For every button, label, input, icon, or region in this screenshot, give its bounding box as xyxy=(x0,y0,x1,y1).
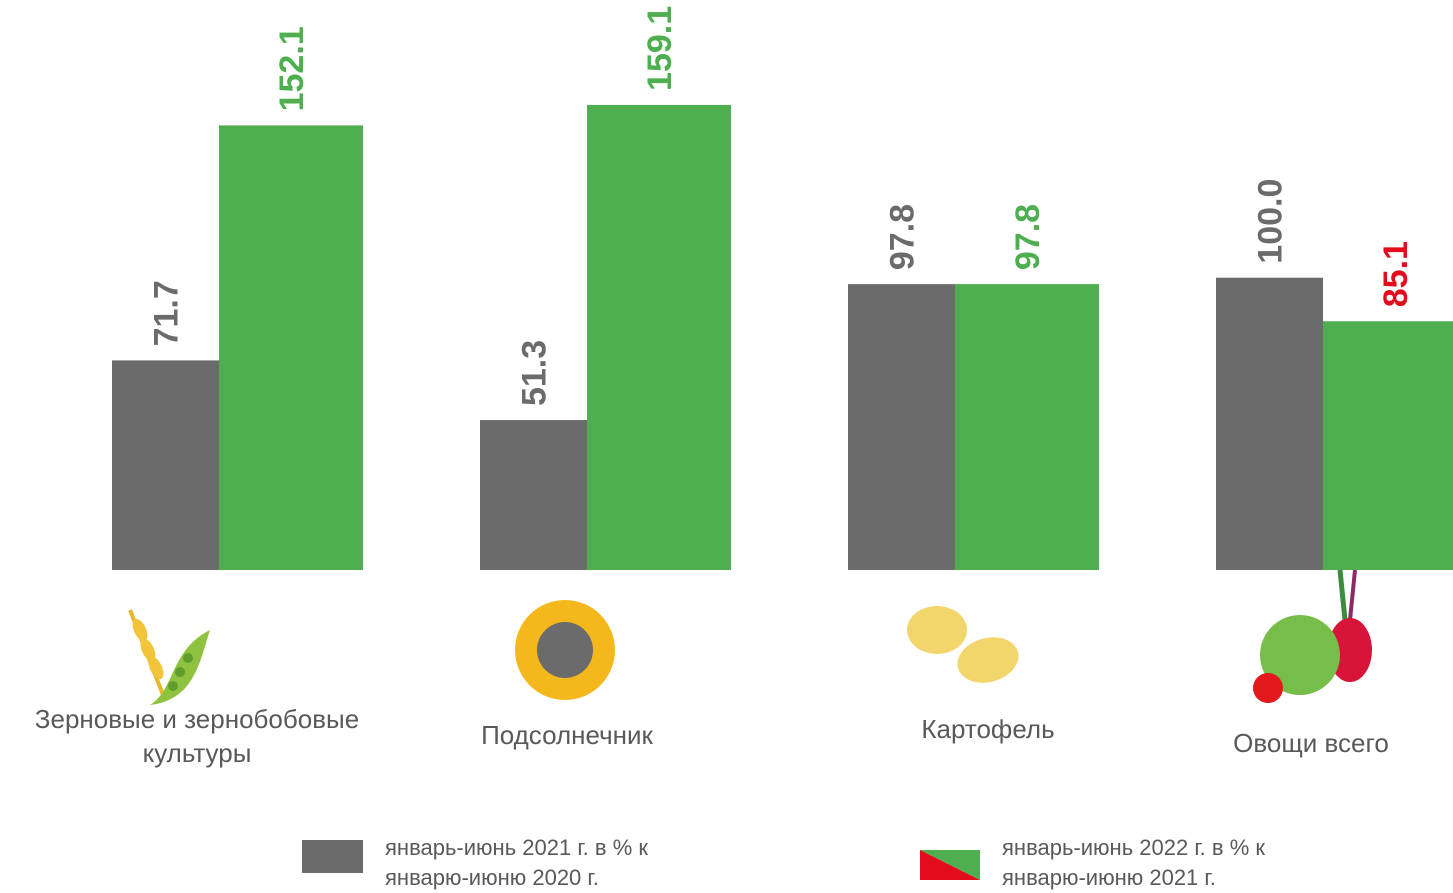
legend-swatch xyxy=(302,840,363,873)
value-label: 159.1 xyxy=(641,6,679,91)
icon-grain xyxy=(128,609,210,705)
value-label: 97.8 xyxy=(1009,204,1047,270)
icon-vegetables xyxy=(1253,569,1372,703)
bar xyxy=(219,125,363,571)
legend-label: январь-июнь 2022 г. в % к январю-июню 20… xyxy=(1002,835,1265,890)
bar xyxy=(480,420,587,570)
category-label: Овощи всего xyxy=(1233,728,1389,758)
value-label: 97.8 xyxy=(884,204,922,270)
icon-sunflower xyxy=(515,600,615,700)
legend-label: январь-июнь 2021 г. в % к январю-июню 20… xyxy=(385,835,648,890)
icon-potato xyxy=(907,606,1019,683)
category-label: Подсолнечник xyxy=(481,720,653,750)
bar xyxy=(1216,277,1323,570)
value-label: 71.7 xyxy=(148,280,186,346)
legend-swatch xyxy=(920,850,980,880)
value-label: 100.0 xyxy=(1252,179,1290,264)
value-label: 51.3 xyxy=(516,340,554,406)
bar xyxy=(112,360,219,570)
value-label: 85.1 xyxy=(1377,241,1415,307)
category-label: Картофель xyxy=(921,714,1055,744)
value-label: 152.1 xyxy=(273,26,311,111)
bar xyxy=(587,104,731,570)
bar xyxy=(848,284,955,570)
bar xyxy=(1323,321,1453,570)
bar xyxy=(955,284,1099,570)
category-label: Зерновые и зернобобовые культуры xyxy=(34,704,360,768)
